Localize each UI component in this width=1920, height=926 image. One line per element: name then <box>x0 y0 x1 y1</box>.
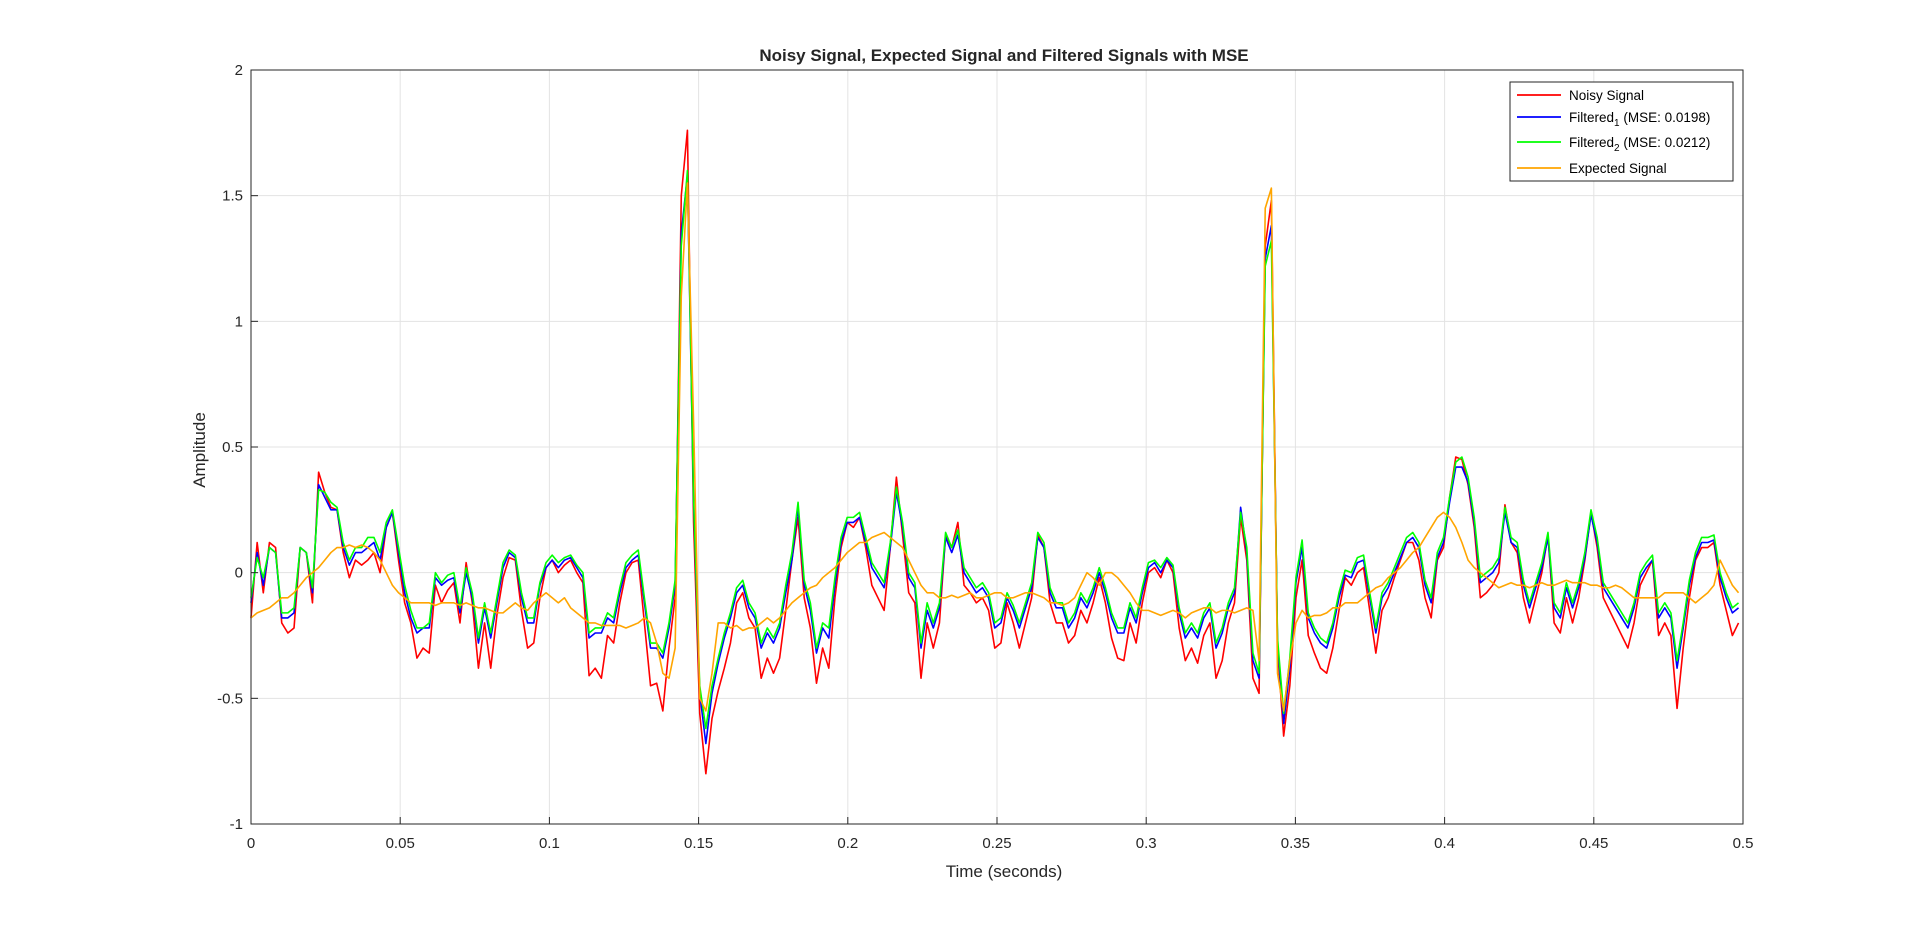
x-tick-label: 0.2 <box>837 835 858 852</box>
y-axis-label: Amplitude <box>190 412 209 488</box>
y-tick-label: 1 <box>235 313 243 330</box>
x-tick-label: 0.05 <box>386 835 415 852</box>
legend-label: Noisy Signal <box>1569 88 1644 103</box>
x-tick-label: 0.15 <box>684 835 713 852</box>
x-tick-label: 0.1 <box>539 835 560 852</box>
series-filtered-1-line <box>250 174 1740 745</box>
series-filtered-2-line <box>250 169 1740 730</box>
axis-ticks: 0 0.05 0.1 0.15 0.2 0.25 0.3 0.35 0.4 0.45 0.5 -1 -0… <box>217 62 1753 852</box>
y-tick-label: 0 <box>235 565 243 582</box>
y-tick-label: 2 <box>235 62 243 79</box>
x-axis-label: Time (seconds) <box>946 862 1063 881</box>
x-tick-label: 0.3 <box>1136 835 1157 852</box>
series-noisy-signal-line <box>250 129 1740 775</box>
y-tick-label: 0.5 <box>222 439 243 456</box>
x-tick-label: 0.4 <box>1434 835 1455 852</box>
legend-box <box>1509 81 1734 182</box>
legend-label: Expected Signal <box>1569 161 1667 176</box>
x-tick-label: 0 <box>247 835 255 852</box>
legend-label: Filtered2 (MSE: 0.0212) <box>1569 135 1710 154</box>
x-tick-label: 0.5 <box>1733 835 1754 852</box>
x-tick-label: 0.25 <box>982 835 1011 852</box>
chart-title: Noisy Signal, Expected Signal and Filter… <box>759 46 1248 65</box>
plot-area <box>250 129 1740 775</box>
x-tick-label: 0.35 <box>1281 835 1310 852</box>
x-tick-label: 0.45 <box>1579 835 1608 852</box>
y-tick-label: -1 <box>230 816 243 833</box>
legend-label: Filtered1 (MSE: 0.0198) <box>1569 110 1710 129</box>
series-expected-signal-line <box>250 182 1740 712</box>
y-tick-label: -0.5 <box>217 690 243 707</box>
y-tick-label: 1.5 <box>222 188 243 205</box>
legend: Noisy Signal Filtered1 (MSE: 0.0198) Filte… <box>1509 81 1734 182</box>
